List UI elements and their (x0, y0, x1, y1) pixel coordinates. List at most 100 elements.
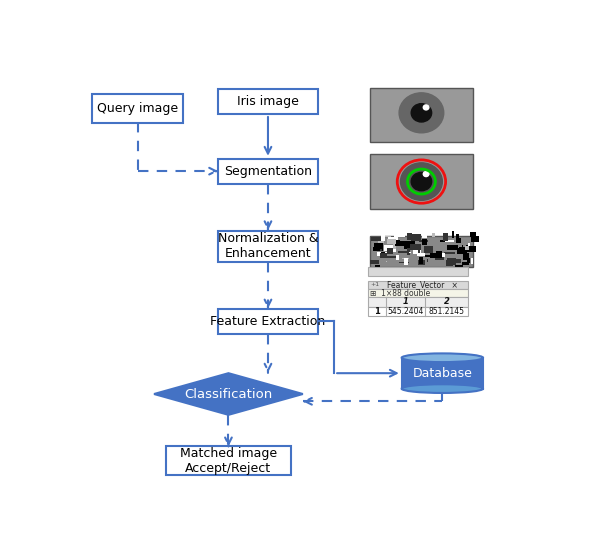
FancyBboxPatch shape (440, 240, 445, 242)
Text: Segmentation: Segmentation (224, 164, 312, 177)
Text: Matched image
Accept/Reject: Matched image Accept/Reject (180, 447, 277, 474)
FancyBboxPatch shape (407, 252, 411, 253)
Text: 851.2145: 851.2145 (428, 307, 464, 315)
Text: +1: +1 (370, 282, 379, 287)
FancyBboxPatch shape (391, 248, 397, 252)
FancyBboxPatch shape (387, 239, 397, 244)
FancyBboxPatch shape (398, 250, 409, 253)
Text: Database: Database (412, 367, 472, 380)
FancyBboxPatch shape (443, 234, 448, 241)
FancyBboxPatch shape (467, 258, 470, 263)
FancyBboxPatch shape (368, 267, 468, 276)
FancyBboxPatch shape (462, 262, 469, 266)
FancyBboxPatch shape (434, 258, 444, 260)
FancyBboxPatch shape (368, 281, 468, 289)
FancyBboxPatch shape (419, 240, 428, 242)
Text: 2: 2 (443, 298, 449, 306)
FancyBboxPatch shape (432, 233, 436, 237)
FancyBboxPatch shape (401, 358, 483, 388)
FancyBboxPatch shape (463, 253, 469, 261)
FancyBboxPatch shape (425, 255, 434, 258)
Circle shape (423, 105, 429, 110)
FancyBboxPatch shape (368, 307, 468, 316)
FancyBboxPatch shape (413, 249, 421, 254)
Circle shape (423, 171, 429, 176)
FancyBboxPatch shape (436, 253, 445, 258)
FancyBboxPatch shape (420, 260, 425, 263)
FancyBboxPatch shape (446, 260, 452, 266)
Ellipse shape (401, 353, 483, 362)
FancyBboxPatch shape (381, 252, 385, 255)
FancyBboxPatch shape (461, 245, 463, 251)
FancyBboxPatch shape (218, 89, 318, 114)
Text: Iris image: Iris image (237, 95, 299, 108)
FancyBboxPatch shape (218, 308, 318, 334)
Circle shape (411, 173, 431, 191)
Text: Feature_Vector   ×: Feature_Vector × (388, 280, 458, 289)
FancyBboxPatch shape (400, 241, 409, 246)
FancyBboxPatch shape (455, 265, 463, 267)
FancyBboxPatch shape (382, 235, 385, 241)
FancyBboxPatch shape (370, 88, 473, 142)
FancyBboxPatch shape (166, 446, 291, 475)
FancyBboxPatch shape (407, 242, 413, 245)
Text: Normalization &
Enhancement: Normalization & Enhancement (218, 232, 318, 260)
FancyBboxPatch shape (370, 236, 473, 267)
FancyBboxPatch shape (459, 247, 469, 248)
FancyBboxPatch shape (425, 248, 427, 252)
FancyBboxPatch shape (378, 237, 384, 243)
FancyBboxPatch shape (422, 239, 427, 245)
FancyBboxPatch shape (371, 237, 382, 241)
FancyBboxPatch shape (445, 240, 454, 241)
FancyBboxPatch shape (457, 248, 467, 254)
FancyBboxPatch shape (368, 289, 468, 298)
FancyBboxPatch shape (398, 262, 409, 263)
FancyBboxPatch shape (416, 253, 425, 256)
FancyBboxPatch shape (465, 246, 469, 250)
FancyBboxPatch shape (377, 254, 383, 256)
FancyBboxPatch shape (92, 95, 183, 123)
FancyBboxPatch shape (436, 251, 442, 259)
Circle shape (399, 93, 444, 133)
Text: 545.2404: 545.2404 (387, 307, 424, 315)
Text: 1: 1 (374, 307, 380, 315)
FancyBboxPatch shape (395, 240, 400, 246)
Text: Classification: Classification (184, 387, 272, 400)
FancyBboxPatch shape (386, 261, 388, 262)
FancyBboxPatch shape (388, 237, 398, 240)
FancyBboxPatch shape (397, 255, 400, 260)
FancyBboxPatch shape (457, 259, 461, 263)
FancyBboxPatch shape (456, 234, 459, 239)
FancyBboxPatch shape (430, 253, 436, 258)
FancyBboxPatch shape (407, 248, 410, 255)
FancyBboxPatch shape (393, 243, 397, 249)
FancyBboxPatch shape (466, 245, 467, 253)
FancyBboxPatch shape (374, 243, 383, 250)
Text: ⊞  1×88 double: ⊞ 1×88 double (370, 289, 431, 298)
FancyBboxPatch shape (422, 233, 427, 239)
FancyBboxPatch shape (394, 230, 406, 237)
FancyBboxPatch shape (427, 259, 428, 262)
Circle shape (411, 104, 431, 122)
FancyBboxPatch shape (370, 155, 473, 209)
FancyBboxPatch shape (384, 246, 393, 251)
FancyBboxPatch shape (447, 258, 456, 265)
Circle shape (401, 163, 442, 200)
FancyBboxPatch shape (368, 298, 468, 307)
FancyBboxPatch shape (402, 258, 409, 260)
FancyBboxPatch shape (375, 265, 380, 267)
Text: 1: 1 (403, 298, 409, 306)
FancyBboxPatch shape (444, 252, 455, 254)
FancyBboxPatch shape (384, 236, 391, 237)
FancyBboxPatch shape (404, 241, 415, 249)
FancyBboxPatch shape (424, 246, 433, 253)
FancyBboxPatch shape (444, 235, 447, 241)
FancyBboxPatch shape (373, 247, 381, 251)
FancyBboxPatch shape (468, 246, 476, 252)
FancyBboxPatch shape (411, 234, 421, 241)
FancyBboxPatch shape (218, 159, 318, 183)
FancyBboxPatch shape (418, 248, 420, 253)
FancyBboxPatch shape (380, 249, 382, 251)
FancyBboxPatch shape (468, 243, 470, 246)
Text: Feature Extraction: Feature Extraction (211, 315, 326, 328)
